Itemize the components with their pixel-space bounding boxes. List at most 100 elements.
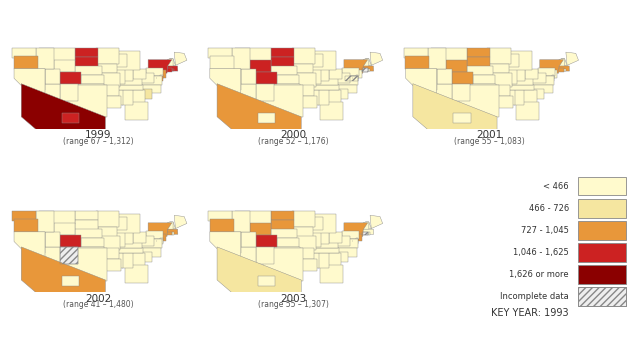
Polygon shape bbox=[172, 232, 174, 235]
Polygon shape bbox=[271, 211, 294, 220]
Polygon shape bbox=[564, 69, 566, 71]
Polygon shape bbox=[446, 59, 467, 72]
Text: 1,046 - 1,625: 1,046 - 1,625 bbox=[513, 248, 569, 257]
Polygon shape bbox=[514, 90, 525, 105]
Polygon shape bbox=[327, 90, 341, 104]
Polygon shape bbox=[13, 56, 38, 69]
Polygon shape bbox=[308, 253, 319, 268]
Polygon shape bbox=[21, 247, 105, 298]
Polygon shape bbox=[137, 89, 152, 99]
Polygon shape bbox=[105, 259, 121, 271]
Polygon shape bbox=[508, 85, 534, 90]
Text: Incomplete data: Incomplete data bbox=[500, 292, 569, 301]
Polygon shape bbox=[12, 48, 37, 58]
Polygon shape bbox=[405, 56, 429, 69]
Polygon shape bbox=[119, 78, 142, 85]
Polygon shape bbox=[487, 48, 510, 64]
Polygon shape bbox=[368, 232, 370, 235]
Polygon shape bbox=[312, 214, 336, 233]
Polygon shape bbox=[43, 84, 60, 101]
Text: (range 55 – 1,083): (range 55 – 1,083) bbox=[454, 137, 525, 146]
Polygon shape bbox=[333, 252, 348, 262]
Text: (range 41 – 1,480): (range 41 – 1,480) bbox=[62, 301, 134, 309]
Polygon shape bbox=[169, 59, 175, 67]
Polygon shape bbox=[368, 69, 370, 71]
Polygon shape bbox=[256, 84, 274, 101]
Polygon shape bbox=[453, 113, 471, 123]
Polygon shape bbox=[505, 67, 517, 84]
Polygon shape bbox=[470, 84, 496, 94]
Polygon shape bbox=[274, 84, 300, 94]
Polygon shape bbox=[117, 85, 143, 90]
Polygon shape bbox=[146, 68, 164, 75]
Polygon shape bbox=[551, 75, 554, 80]
Polygon shape bbox=[75, 229, 101, 238]
Polygon shape bbox=[98, 64, 117, 73]
Polygon shape bbox=[241, 69, 256, 84]
Polygon shape bbox=[250, 59, 271, 72]
Polygon shape bbox=[452, 72, 473, 84]
Polygon shape bbox=[112, 253, 123, 268]
Polygon shape bbox=[148, 223, 172, 236]
Polygon shape bbox=[208, 211, 232, 221]
Polygon shape bbox=[60, 84, 78, 101]
Polygon shape bbox=[467, 57, 490, 67]
Polygon shape bbox=[559, 66, 569, 71]
Polygon shape bbox=[14, 232, 45, 260]
Polygon shape bbox=[435, 84, 452, 101]
Polygon shape bbox=[37, 211, 55, 232]
Polygon shape bbox=[558, 68, 564, 72]
Polygon shape bbox=[431, 48, 467, 61]
Polygon shape bbox=[116, 214, 141, 233]
Polygon shape bbox=[78, 84, 104, 94]
Polygon shape bbox=[149, 75, 162, 81]
Polygon shape bbox=[108, 217, 127, 231]
Polygon shape bbox=[473, 75, 495, 84]
Polygon shape bbox=[467, 66, 493, 75]
Polygon shape bbox=[345, 75, 358, 81]
Polygon shape bbox=[133, 232, 146, 243]
Polygon shape bbox=[256, 72, 277, 84]
Polygon shape bbox=[60, 72, 82, 84]
Polygon shape bbox=[291, 211, 315, 227]
Polygon shape bbox=[122, 253, 133, 268]
Polygon shape bbox=[113, 231, 125, 247]
Polygon shape bbox=[263, 85, 303, 117]
Polygon shape bbox=[160, 234, 166, 241]
Polygon shape bbox=[277, 75, 299, 84]
Polygon shape bbox=[274, 247, 300, 257]
Polygon shape bbox=[406, 69, 437, 97]
Polygon shape bbox=[160, 238, 162, 243]
Polygon shape bbox=[299, 85, 315, 96]
Text: (range 55 – 1,307): (range 55 – 1,307) bbox=[258, 301, 329, 309]
Polygon shape bbox=[122, 90, 133, 105]
Polygon shape bbox=[55, 223, 75, 235]
Polygon shape bbox=[331, 85, 357, 93]
Polygon shape bbox=[62, 113, 79, 123]
Polygon shape bbox=[508, 51, 532, 70]
Polygon shape bbox=[62, 276, 79, 286]
Polygon shape bbox=[308, 90, 319, 105]
Text: < 466: < 466 bbox=[543, 182, 569, 191]
Polygon shape bbox=[566, 52, 578, 65]
Text: 2001: 2001 bbox=[476, 131, 503, 140]
Polygon shape bbox=[363, 59, 369, 67]
Text: 466 - 726: 466 - 726 bbox=[529, 204, 569, 213]
Polygon shape bbox=[235, 48, 271, 61]
Polygon shape bbox=[235, 211, 271, 224]
Polygon shape bbox=[12, 211, 37, 221]
Polygon shape bbox=[332, 239, 358, 249]
Polygon shape bbox=[136, 76, 162, 85]
Polygon shape bbox=[60, 247, 78, 264]
Polygon shape bbox=[169, 222, 175, 230]
Polygon shape bbox=[140, 236, 155, 246]
Polygon shape bbox=[301, 259, 317, 271]
Polygon shape bbox=[467, 48, 489, 57]
Polygon shape bbox=[209, 219, 234, 232]
Polygon shape bbox=[96, 211, 119, 227]
Polygon shape bbox=[312, 51, 336, 70]
Polygon shape bbox=[419, 69, 437, 90]
Polygon shape bbox=[319, 233, 329, 244]
Polygon shape bbox=[174, 52, 187, 65]
Polygon shape bbox=[75, 66, 101, 75]
